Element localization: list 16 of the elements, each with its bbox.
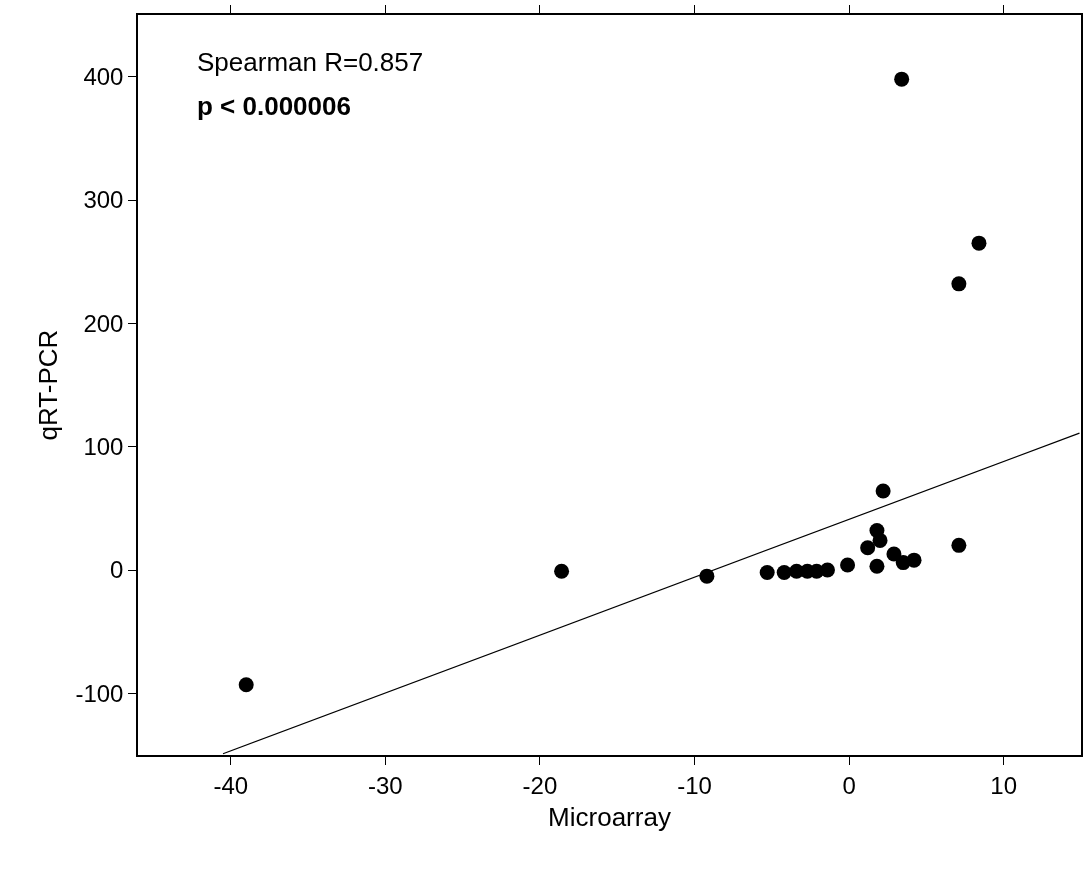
y-axis-title: qRT-PCR [33, 329, 64, 441]
y-tick-label: 200 [83, 309, 124, 337]
y-tick-label: 100 [83, 433, 124, 461]
y-tick-label: 400 [83, 63, 124, 91]
y-tick-label: 0 [110, 556, 124, 584]
x-tick-label: 10 [990, 771, 1018, 799]
annotation: Spearman R=0.857 [197, 47, 424, 77]
annotation: p < 0.000006 [197, 91, 351, 121]
y-tick-label: 300 [83, 186, 124, 214]
y-tick-label: -100 [75, 679, 124, 707]
x-tick-label: -20 [522, 771, 558, 799]
x-axis-title: Microarray [548, 801, 671, 832]
x-tick-label: 0 [842, 771, 856, 799]
x-tick-label: -30 [368, 771, 403, 799]
x-tick-label: -40 [213, 771, 249, 799]
x-tick-label: -10 [677, 771, 712, 799]
